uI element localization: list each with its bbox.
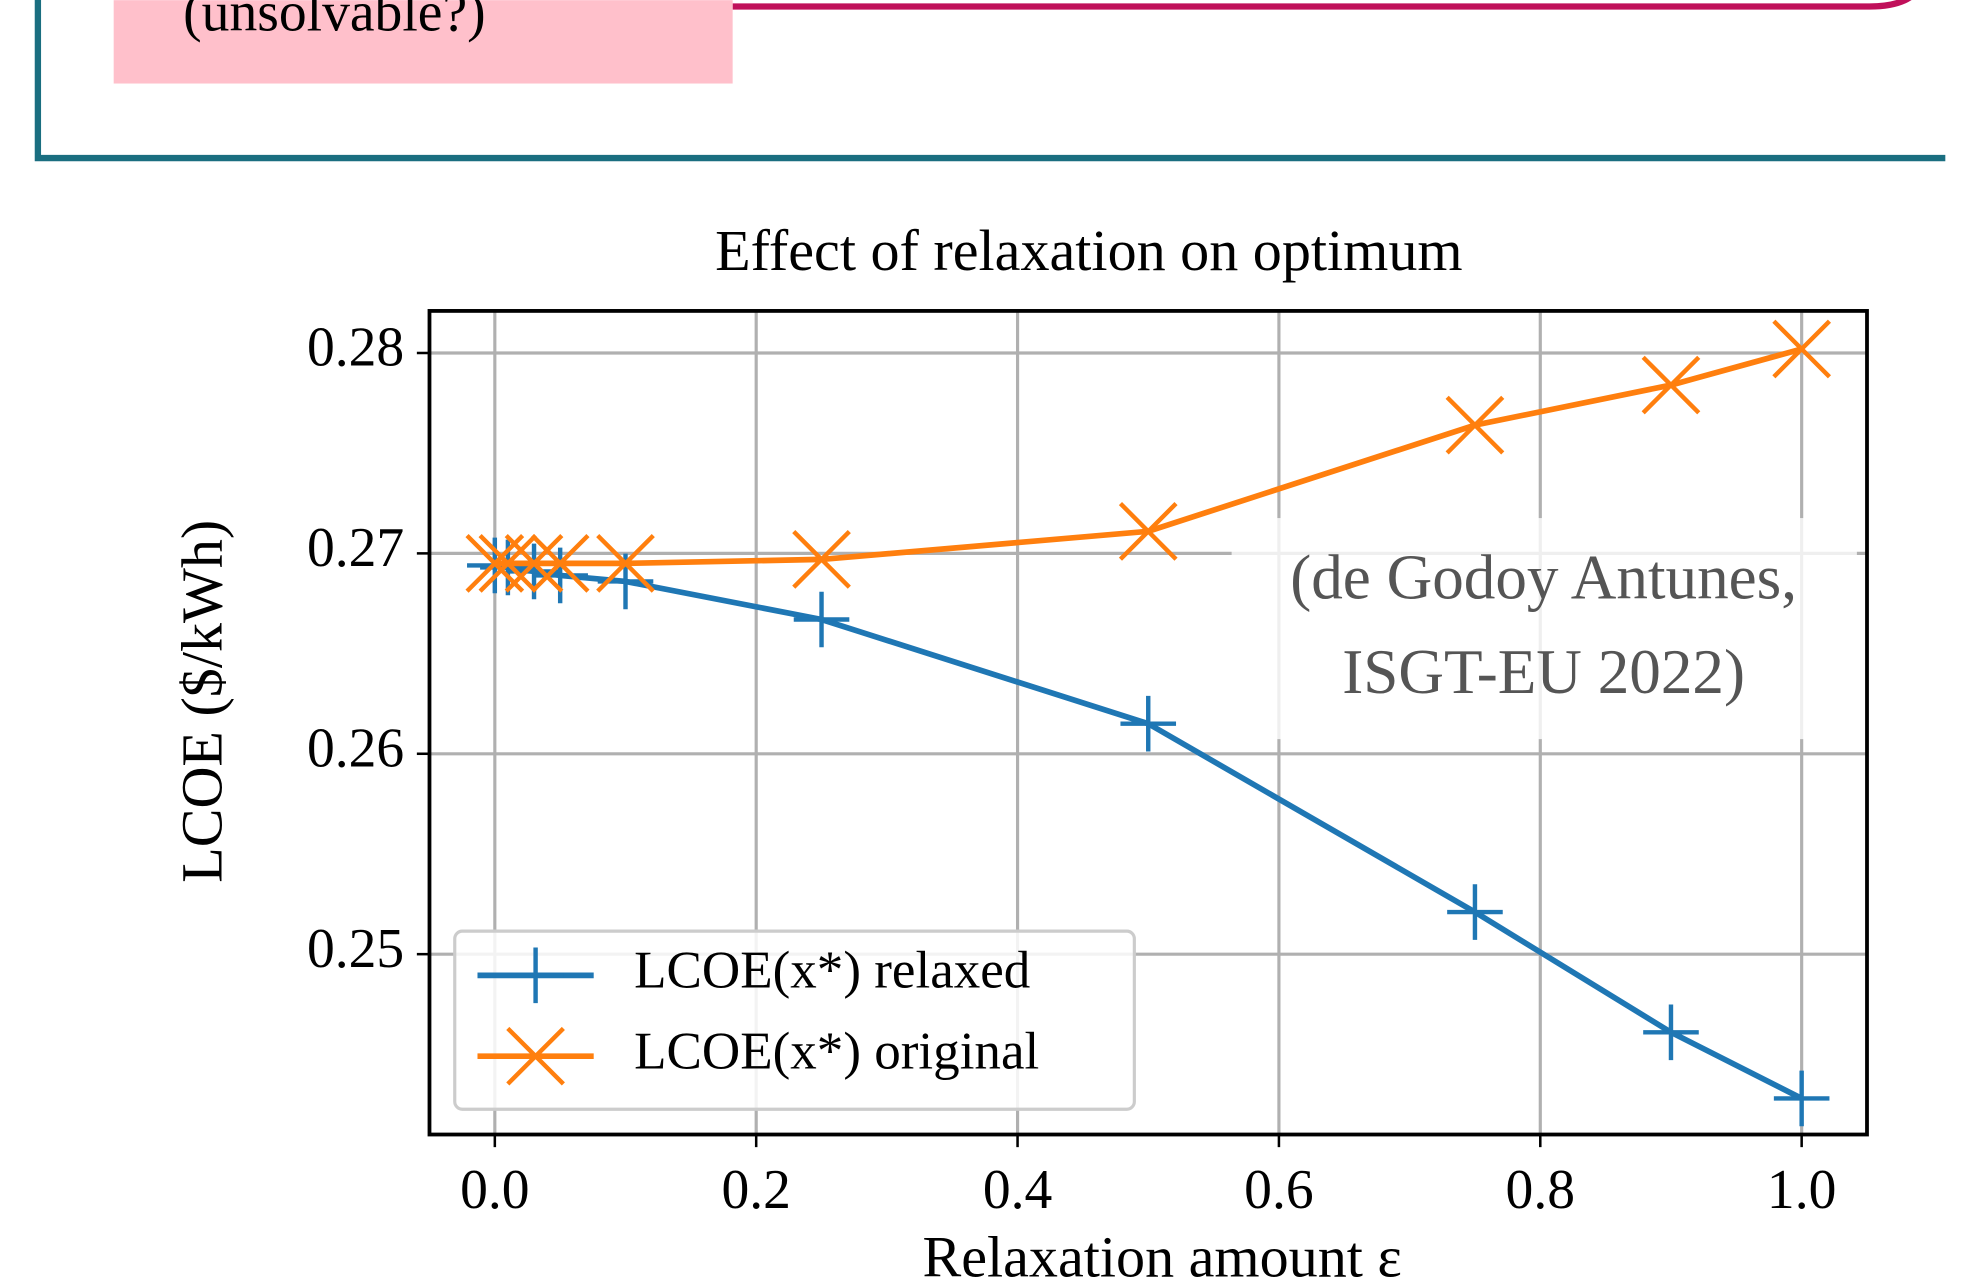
frame-edge [34, 0, 1946, 162]
note-text: (unsolvable?) [183, 0, 485, 44]
x-tick-label: 0.4 [983, 1159, 1052, 1221]
marker [596, 534, 655, 593]
x-tick-label: 0.6 [1244, 1159, 1313, 1221]
marker [1772, 319, 1832, 379]
y-tick-label: 0.27 [307, 517, 404, 579]
annotation-text: (de Godoy Antunes, [1290, 542, 1797, 612]
x-tick-label: 0.8 [1506, 1159, 1575, 1221]
x-tick-label: 0.0 [460, 1159, 529, 1221]
annotation-text: ISGT-EU 2022) [1342, 637, 1745, 707]
annotation-box [1231, 518, 1857, 740]
marker [792, 530, 851, 589]
marker [1118, 501, 1178, 561]
y-axis-label: LCOE ($/kWh) [170, 520, 235, 883]
marker [530, 534, 590, 593]
x-tick-label: 1.0 [1767, 1159, 1836, 1221]
x-axis-label: Relaxation amount ε [922, 1225, 1401, 1285]
x-tick-label: 0.2 [721, 1159, 790, 1221]
note-box [113, 0, 733, 84]
marker [478, 534, 538, 593]
legend-label: LCOE(x*) original [634, 1022, 1039, 1080]
plot-frame [427, 309, 1869, 1137]
marker [1643, 1004, 1699, 1061]
series-line [494, 346, 1803, 567]
y-tick-label: 0.28 [307, 317, 404, 379]
marker [1641, 355, 1701, 415]
marker [1120, 695, 1177, 752]
box-edge [732, 0, 1912, 10]
chart-title: Effect of relaxation on optimum [715, 218, 1462, 283]
marker [506, 1026, 565, 1086]
marker [1447, 884, 1503, 940]
marker [793, 591, 850, 648]
y-tick-label: 0.26 [307, 718, 404, 780]
legend-label: LCOE(x*) relaxed [634, 942, 1030, 1000]
marker [504, 534, 564, 593]
y-tick-label: 0.25 [307, 918, 404, 980]
marker [532, 547, 588, 604]
marker [507, 947, 564, 1004]
marker [1773, 1070, 1830, 1127]
marker [1445, 395, 1505, 455]
legend-box [453, 929, 1136, 1111]
